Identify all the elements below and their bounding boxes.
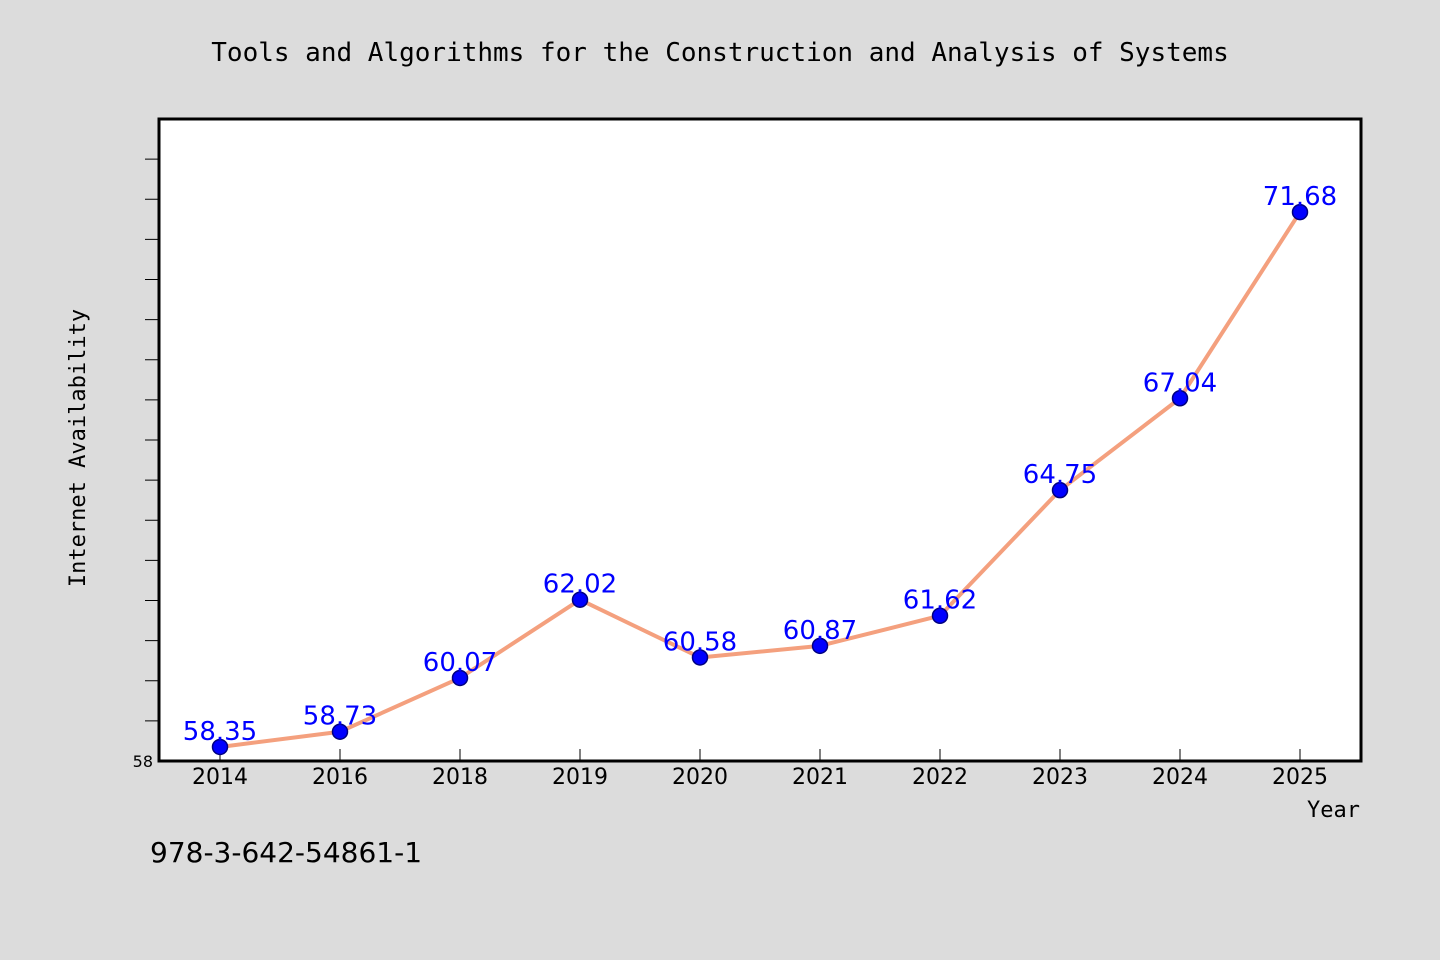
- data-label: 71.68: [1263, 182, 1337, 212]
- data-label: 67.04: [1143, 368, 1217, 398]
- series-markers: [211, 203, 1309, 756]
- x-axis-label: Year: [1307, 798, 1360, 823]
- data-label: 60.58: [663, 627, 737, 657]
- y-axis-tick-labels: 58: [133, 752, 153, 771]
- data-point: [571, 591, 589, 608]
- x-tick-label: 2016: [312, 765, 368, 790]
- data-point: [1291, 203, 1309, 221]
- data-label: 62.02: [543, 570, 617, 600]
- x-tick-label: 2022: [912, 765, 968, 790]
- data-point: [691, 649, 709, 666]
- data-point: [211, 738, 229, 756]
- x-axis-tick-labels: 2014 2016 2018 2019 2020 2021 2022 2023 2024 2025: [192, 765, 1328, 790]
- data-label: 64.75: [1023, 460, 1097, 490]
- data-labels: 58.35 58.73 60.07 62.02 60.58 60.87 61.62 64.75…: [183, 182, 1337, 747]
- y-axis-label: Internet Availability: [66, 309, 91, 587]
- y-axis-ticks: [145, 158, 159, 722]
- data-label: 61.62: [903, 586, 977, 616]
- x-tick-label: 2014: [192, 765, 248, 790]
- y-tick-label: 58: [133, 752, 153, 771]
- data-point: [931, 607, 949, 624]
- data-point: [331, 723, 349, 740]
- x-tick-label: 2023: [1032, 765, 1088, 790]
- x-tick-label: 2018: [432, 765, 488, 790]
- x-tick-label: 2024: [1152, 765, 1208, 790]
- data-label: 58.35: [183, 717, 257, 747]
- series-line: [218, 210, 1302, 749]
- x-tick-label: 2019: [552, 765, 608, 790]
- x-tick-label: 2025: [1272, 765, 1328, 790]
- x-axis-ticks: [219, 749, 1301, 761]
- data-point: [1171, 390, 1189, 407]
- data-label: 60.87: [783, 616, 857, 646]
- x-tick-label: 2020: [672, 765, 728, 790]
- data-point: [451, 669, 469, 687]
- data-label: 60.07: [423, 648, 497, 678]
- data-point: [1051, 481, 1069, 499]
- data-label: 58.73: [303, 702, 377, 732]
- plot-area: [157, 117, 1363, 763]
- footer-text: 978-3-642-54861-1: [150, 836, 422, 869]
- chart-title: Tools and Algorithms for the Constructio…: [211, 38, 1228, 68]
- data-point: [811, 637, 829, 655]
- x-tick-label: 2021: [792, 765, 848, 790]
